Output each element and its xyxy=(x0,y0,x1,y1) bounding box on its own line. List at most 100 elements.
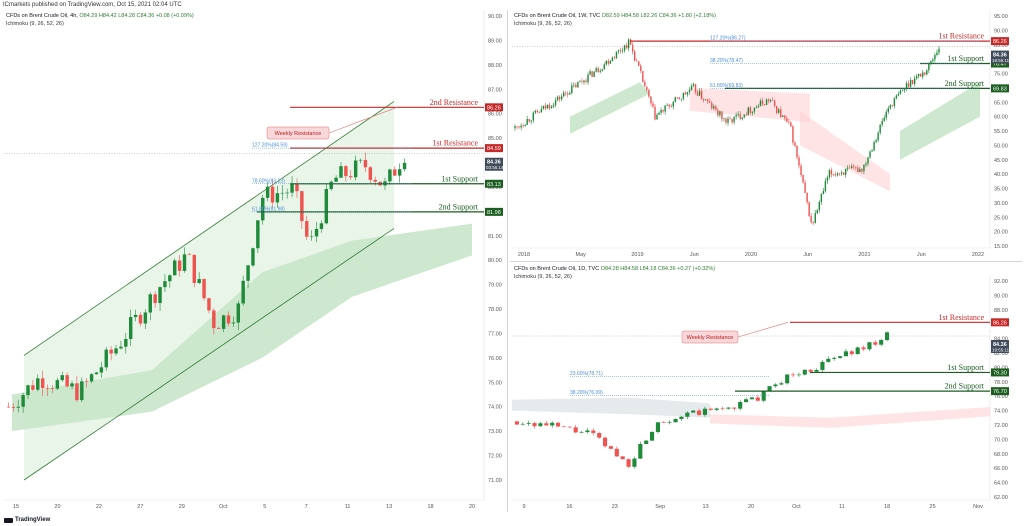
candle-body xyxy=(636,60,638,62)
candle-body xyxy=(544,423,549,426)
tradingview-logo[interactable]: TradingView xyxy=(4,517,50,523)
candle-body xyxy=(579,432,584,433)
candle-body xyxy=(744,399,749,403)
candle-body xyxy=(765,99,768,105)
current-price-tag xyxy=(485,157,503,171)
candle-body xyxy=(708,408,713,410)
candle-body xyxy=(763,104,766,105)
candle-body xyxy=(704,99,707,101)
time-tick-label: 27 xyxy=(137,504,143,510)
price-tick-label: 30.00 xyxy=(994,201,1008,207)
candle-body xyxy=(526,423,531,424)
level-label: 1st Resistance xyxy=(432,139,478,148)
candle-body xyxy=(621,50,624,52)
level-price-text: 76.70 xyxy=(993,389,1007,395)
candle-body xyxy=(104,349,108,368)
candle-body xyxy=(676,97,679,98)
candle-body xyxy=(148,294,152,313)
candle-body xyxy=(875,140,877,143)
panel-title: CFDs on Brent Crude Oil, 1W, TVC xyxy=(514,13,601,19)
candle-body xyxy=(534,110,537,113)
candle-body xyxy=(794,142,796,146)
price-tick-label: 89.00 xyxy=(488,38,502,44)
brand-label: TradingView xyxy=(15,517,51,523)
candle-body xyxy=(591,430,596,434)
candle-body xyxy=(691,410,696,413)
candle-body xyxy=(550,106,553,109)
candle-body xyxy=(737,114,739,115)
candle-body xyxy=(65,375,69,387)
candle-body xyxy=(822,191,825,195)
candle-body xyxy=(661,422,666,423)
candle-body xyxy=(743,114,745,118)
candle-body xyxy=(80,381,84,401)
candle-body xyxy=(759,100,762,107)
candle-body xyxy=(556,422,561,427)
candle-body xyxy=(94,372,99,375)
candle-body xyxy=(907,83,910,87)
level-price-text: 84.59 xyxy=(487,146,501,152)
candle-body xyxy=(609,60,612,64)
candle-body xyxy=(796,374,801,376)
candle-body xyxy=(796,145,798,158)
time-tick-label: 2018 xyxy=(518,252,530,258)
candle-body xyxy=(729,118,731,120)
candle-body xyxy=(329,181,333,190)
candle-body xyxy=(915,76,918,79)
chart-panel-1d[interactable]: CFDs on Brent Crude Oil, 1D, TVC O84.28 … xyxy=(510,263,1022,512)
level-price-text: 78.47 xyxy=(993,62,1007,68)
candle-body xyxy=(561,426,566,428)
candle-body xyxy=(577,81,579,88)
candle-body xyxy=(221,315,226,329)
price-tick-label: 85.00 xyxy=(488,136,502,142)
candle-body xyxy=(542,105,545,109)
chart-panel-4h[interactable]: CFDs on Brent Crude Oil, 4h, O84.29 H84.… xyxy=(2,10,504,512)
chart-4h-svg[interactable]: 90.0089.0088.0087.0086.0085.0084.0083.00… xyxy=(2,10,504,512)
price-tick-label: 65.00 xyxy=(994,100,1008,106)
candle-body xyxy=(684,92,687,95)
candle-body xyxy=(798,157,800,166)
candle-body xyxy=(816,209,818,214)
candle-body xyxy=(114,348,118,354)
panel-title: CFDs on Brent Crude Oil, 1D, TVC xyxy=(514,266,600,272)
ichimoku-cloud xyxy=(12,223,472,432)
candle-body xyxy=(771,100,774,101)
candle-body xyxy=(855,347,860,355)
level-label: 1st Support xyxy=(947,54,984,63)
level-price-text: 79.30 xyxy=(993,370,1007,376)
candle-body xyxy=(89,374,94,382)
candle-body xyxy=(883,117,885,121)
time-tick-label: Jun xyxy=(803,252,812,258)
candle-body xyxy=(788,121,790,123)
chart-1d-svg[interactable]: 92.0090.0088.0086.0084.0082.0080.0078.00… xyxy=(510,263,1022,512)
candle-body xyxy=(820,361,825,370)
candle-body xyxy=(785,374,790,384)
time-tick-label: May xyxy=(576,252,587,258)
candle-body xyxy=(879,340,884,345)
candle-body xyxy=(349,176,353,178)
candle-body xyxy=(305,221,309,237)
price-tick-label: 78.00 xyxy=(488,307,502,313)
price-tick-label: 95.00 xyxy=(994,14,1008,20)
time-tick-label: 11 xyxy=(345,504,351,510)
candle-body xyxy=(212,310,216,329)
time-tick-label: Jun xyxy=(690,252,699,258)
candle-body xyxy=(773,384,778,387)
candle-body xyxy=(739,114,741,119)
candle-body xyxy=(867,157,869,164)
candle-body xyxy=(662,110,664,112)
candle-body xyxy=(786,118,788,122)
chart-panel-1w[interactable]: CFDs on Brent Crude Oil, 1W, TVC O82.59 … xyxy=(510,10,1022,260)
candle-body xyxy=(849,167,851,169)
candle-body xyxy=(526,119,528,125)
candle-body xyxy=(688,90,691,93)
candle-body xyxy=(808,369,813,372)
candle-body xyxy=(638,61,640,66)
candle-body xyxy=(861,168,863,172)
chart-1w-svg[interactable]: 95.0090.0085.0080.0075.0070.0065.0060.00… xyxy=(510,10,1022,260)
candle-body xyxy=(666,104,668,106)
price-tick-label: 74.00 xyxy=(488,405,502,411)
candle-body xyxy=(644,81,646,87)
candle-body xyxy=(270,186,275,203)
time-tick-label: 18 xyxy=(427,504,433,510)
